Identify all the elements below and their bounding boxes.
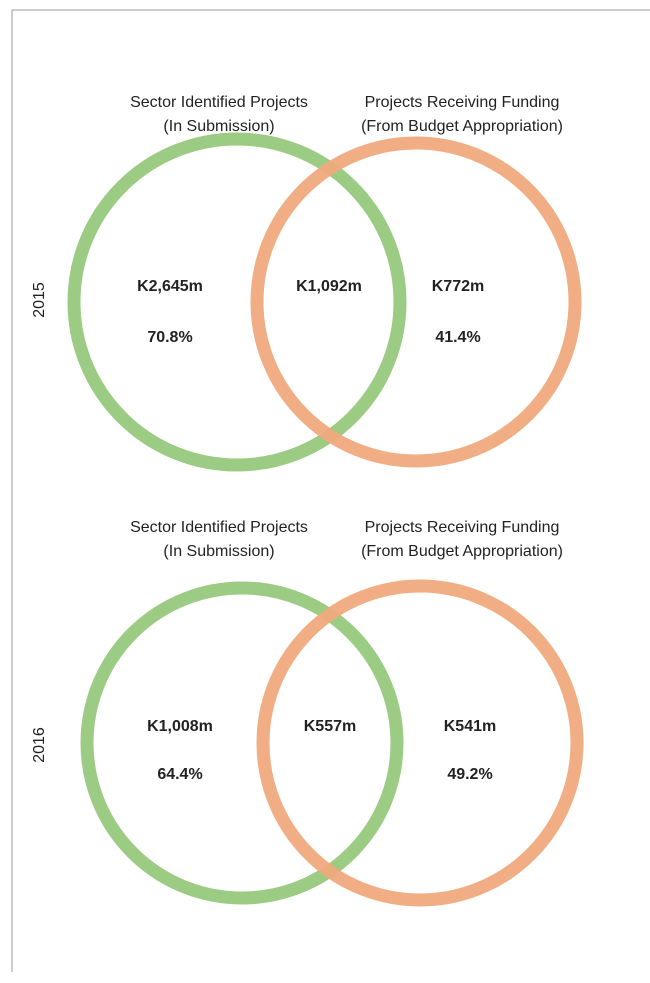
orange-circle [250,136,582,468]
right-value: K541m [444,718,496,735]
year-label: 2015 [31,282,48,318]
right-percent: 41.4% [435,329,480,346]
right-value: K772m [432,278,484,295]
green-circle [80,581,404,905]
green-circle [67,132,407,472]
year-label: 2016 [31,727,48,763]
left-value: K1,008m [147,718,213,735]
right-set-label: Projects Receiving Funding [365,94,560,111]
right-percent: 49.2% [447,766,492,783]
right-set-label: (From Budget Appropriation) [361,543,563,560]
left-set-label: Sector Identified Projects [130,94,308,111]
intersection-value: K1,092m [296,278,362,295]
left-set-label: (In Submission) [163,118,274,135]
right-set-label: Projects Receiving Funding [365,519,560,536]
orange-circle [256,579,584,907]
left-value: K2,645m [137,278,203,295]
left-set-label: (In Submission) [163,543,274,560]
left-percent: 64.4% [157,766,202,783]
left-percent: 70.8% [147,329,192,346]
right-set-label: (From Budget Appropriation) [361,118,563,135]
intersection-value: K557m [304,718,356,735]
left-set-label: Sector Identified Projects [130,519,308,536]
